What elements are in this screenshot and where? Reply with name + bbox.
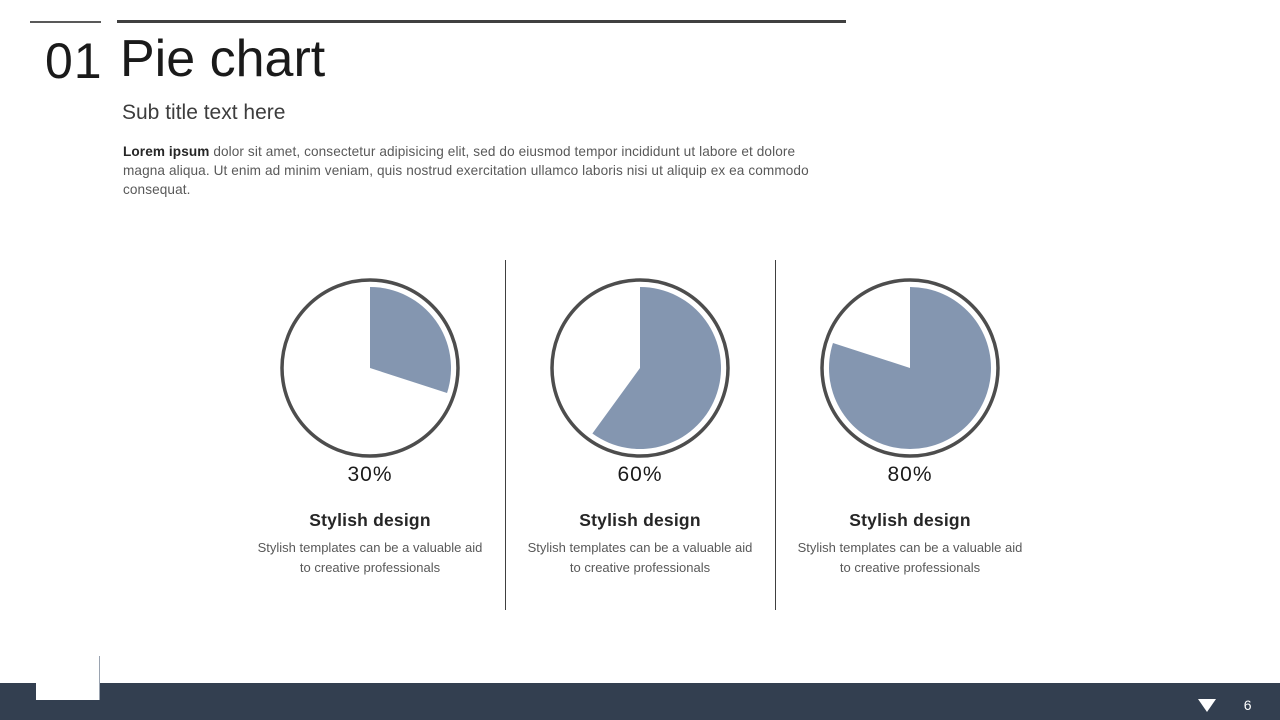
- percent-label: 30%: [347, 463, 393, 486]
- body-rest: dolor sit amet, consectetur adipisicing …: [123, 144, 809, 197]
- pie-slice: [370, 287, 452, 394]
- header-icon-block: [33, 97, 100, 205]
- pie-ring: [280, 278, 460, 458]
- column-divider: [775, 260, 776, 610]
- column-heading: Stylish design: [309, 510, 431, 530]
- percent-label: 60%: [617, 463, 663, 486]
- section-number: 01: [45, 33, 103, 89]
- column-divider: [505, 260, 506, 610]
- pie-slice: [828, 287, 991, 449]
- column-caption: Stylish templates can be a valuable aid …: [527, 540, 753, 575]
- pie-column-80: 80% Stylish design Stylish templates can…: [775, 275, 1045, 578]
- percent-label: 80%: [887, 463, 933, 486]
- pie-chart-60: [550, 278, 730, 458]
- pie-chart-30: [280, 278, 460, 458]
- businessman-stairs-icon: [42, 134, 92, 196]
- body-paragraph: Lorem ipsum dolor sit amet, consectetur …: [123, 142, 837, 199]
- pie-ring: [550, 278, 730, 458]
- column-caption: Stylish templates can be a valuable aid …: [257, 540, 483, 575]
- footer-bar: 6: [0, 656, 1280, 720]
- accent-line-short: [30, 21, 101, 23]
- down-triangle-icon: [1197, 698, 1216, 712]
- slide-subtitle: Sub title text here: [122, 101, 286, 124]
- column-heading: Stylish design: [849, 510, 971, 530]
- column-heading: Stylish design: [579, 510, 701, 530]
- body-lead: Lorem ipsum: [123, 144, 210, 159]
- pie-column-30: 30% Stylish design Stylish templates can…: [235, 275, 505, 578]
- page-number: 6: [1243, 697, 1252, 713]
- page-title: Pie chart: [120, 30, 326, 88]
- column-caption: Stylish templates can be a valuable aid …: [797, 540, 1023, 575]
- footer-tab: [36, 656, 100, 700]
- accent-line-long: [117, 20, 846, 23]
- pie-column-60: 60% Stylish design Stylish templates can…: [505, 275, 775, 578]
- pie-ring: [820, 278, 1000, 458]
- footer-nav: 6: [1197, 697, 1252, 713]
- pie-chart-80: [820, 278, 1000, 458]
- pie-slice: [592, 287, 722, 449]
